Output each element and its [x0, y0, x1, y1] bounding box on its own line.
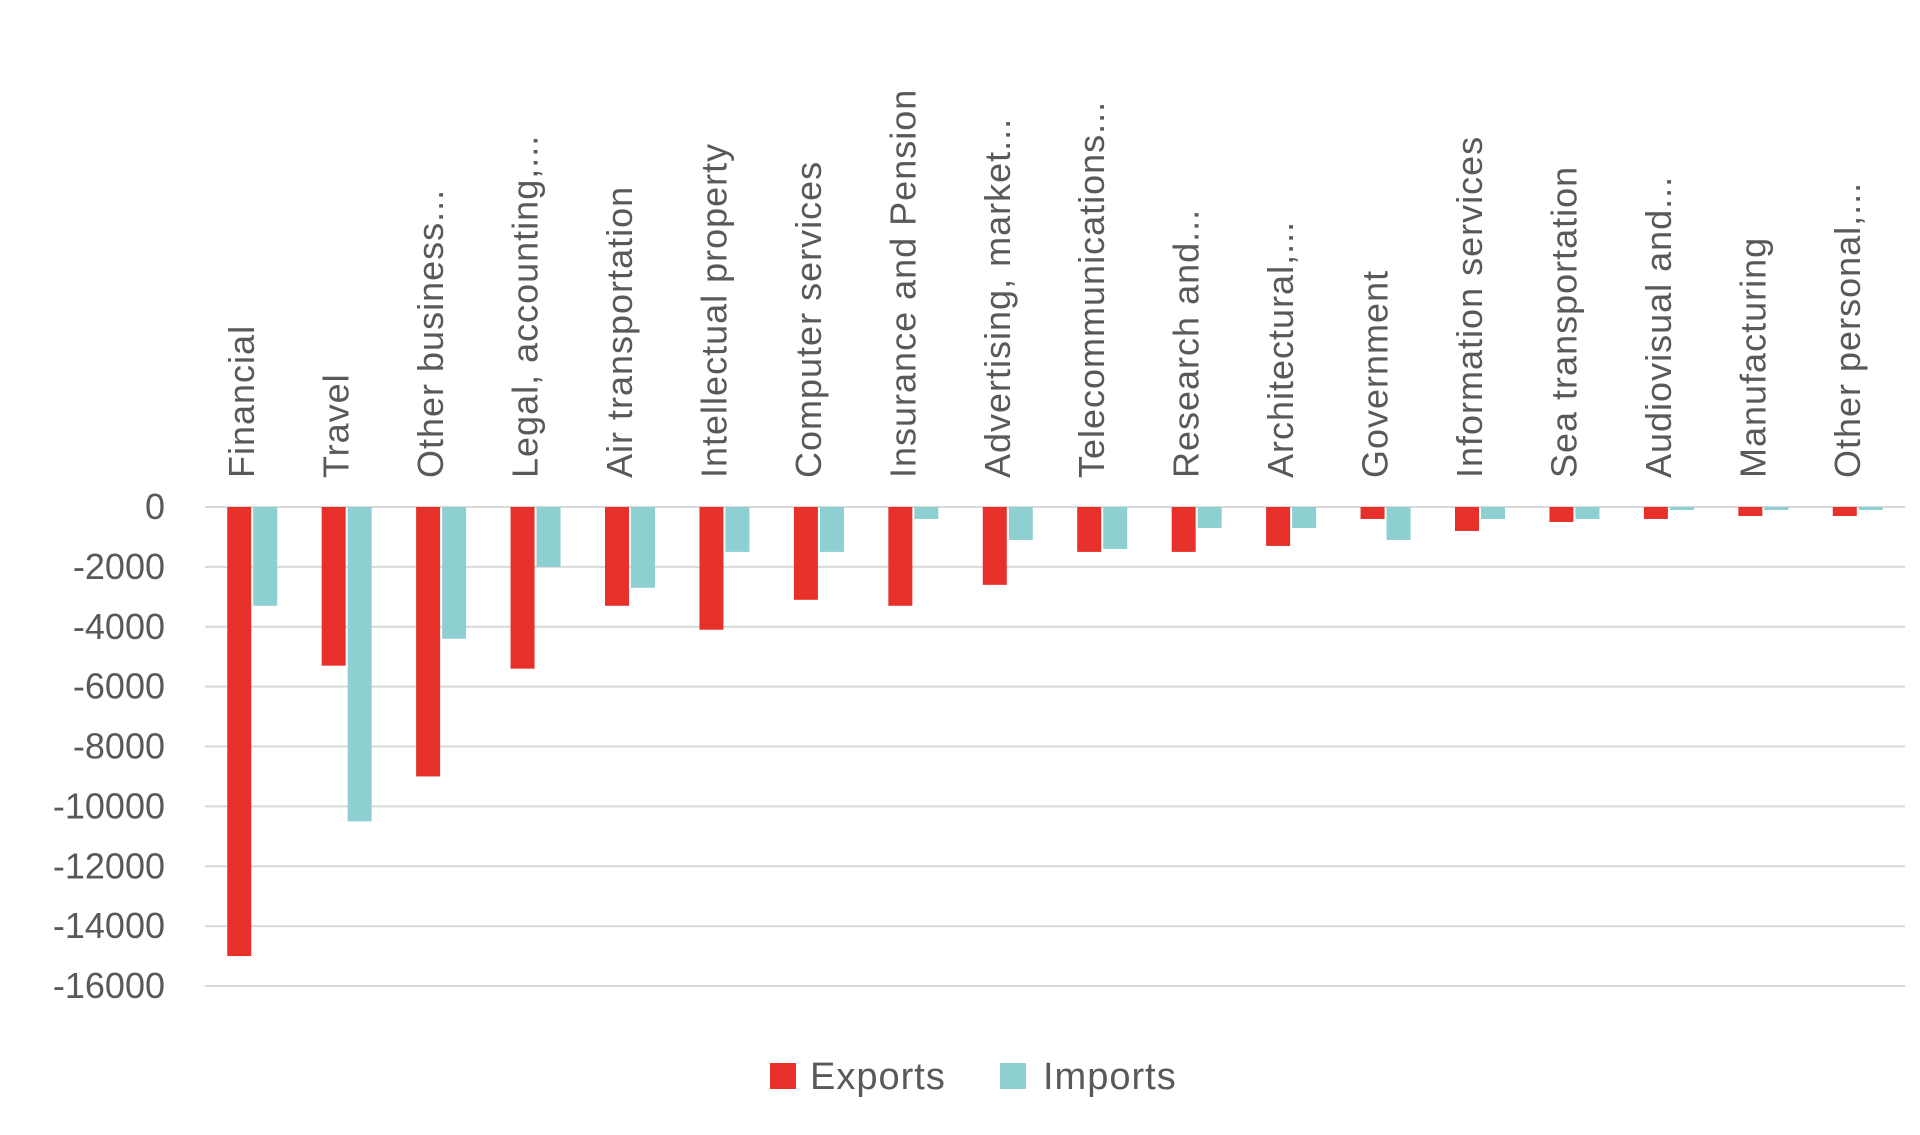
legend-swatch-imports	[1000, 1063, 1026, 1089]
x-category-label: Advertising, market...	[977, 118, 1018, 478]
bar-imports-11	[1292, 507, 1317, 528]
bar-imports-5	[725, 507, 750, 552]
bar-exports-7	[888, 507, 913, 606]
y-tick-label: -16000	[53, 965, 165, 1006]
bar-exports-13	[1455, 507, 1479, 531]
bar-imports-13	[1481, 507, 1505, 519]
legend: Exports Imports	[770, 1056, 1177, 1098]
x-category-label: Manufacturing	[1732, 237, 1773, 478]
bar-imports-12	[1386, 507, 1411, 540]
y-tick-label: -8000	[73, 726, 165, 767]
x-axis-category-labels: Financial Travel Other business... Legal, a…	[221, 89, 1868, 478]
x-category-label: Air transportation	[599, 186, 640, 478]
x-category-label: Legal, accounting,...	[505, 135, 546, 478]
bar-exports-10	[1171, 507, 1196, 552]
bar-imports-8	[1008, 507, 1033, 540]
y-axis-tick-labels: 0 -2000 -4000 -6000 -8000 -10000 -12000 -14000 -…	[53, 486, 165, 1006]
bar-imports-7	[914, 507, 939, 519]
y-tick-label: -14000	[53, 905, 165, 946]
bar-exports-9	[1077, 507, 1102, 552]
x-category-label: Architectural,...	[1260, 221, 1301, 478]
x-category-label: Sea transportation	[1543, 166, 1584, 478]
bar-exports-3	[510, 507, 535, 669]
bar-imports-6	[819, 507, 844, 552]
x-category-label: Information services	[1449, 136, 1490, 478]
y-tick-label: -4000	[73, 606, 165, 647]
gridlines	[205, 506, 1905, 987]
bar-imports-15	[1669, 507, 1694, 510]
bar-imports-0	[253, 507, 278, 606]
x-category-label: Audiovisual and...	[1638, 176, 1679, 478]
bar-exports-5	[699, 507, 724, 630]
bar-exports-2	[416, 507, 441, 777]
bar-imports-14	[1575, 507, 1600, 519]
bar-exports-1	[321, 507, 346, 666]
x-category-label: Insurance and Pension	[882, 89, 923, 478]
y-tick-label: -6000	[73, 666, 165, 707]
x-category-label: Research and...	[1166, 209, 1207, 478]
x-category-label: Telecommunications...	[1071, 101, 1112, 478]
bar-imports-17	[1858, 507, 1883, 510]
bar-imports-16	[1764, 507, 1789, 510]
legend-label-imports: Imports	[1043, 1056, 1177, 1098]
x-category-label: Travel	[316, 373, 357, 478]
x-category-label: Other business...	[410, 189, 451, 478]
bar-exports-8	[982, 507, 1007, 585]
y-tick-label: 0	[145, 486, 165, 527]
y-tick-label: -10000	[53, 785, 165, 826]
bar-exports-12	[1360, 507, 1385, 519]
x-category-label: Intellectual property	[693, 143, 734, 478]
bar-imports-10	[1197, 507, 1222, 528]
x-category-label: Computer services	[788, 161, 829, 478]
bar-exports-6	[793, 507, 818, 600]
x-category-label: Financial	[221, 325, 262, 478]
bar-exports-17	[1832, 507, 1857, 516]
x-category-label: Other personal,...	[1827, 182, 1868, 478]
y-tick-label: -2000	[73, 546, 165, 587]
bar-imports-1	[347, 507, 372, 822]
bar-exports-4	[605, 507, 629, 606]
bar-exports-0	[227, 507, 252, 957]
bar-exports-15	[1643, 507, 1668, 519]
y-tick-label: -12000	[53, 845, 165, 886]
bar-exports-11	[1266, 507, 1291, 546]
bar-exports-14	[1549, 507, 1574, 522]
bar-imports-4	[631, 507, 655, 588]
bar-exports-16	[1738, 507, 1763, 516]
bar-imports-2	[442, 507, 467, 639]
bar-imports-9	[1103, 507, 1128, 549]
x-category-label: Government	[1355, 270, 1396, 478]
legend-label-exports: Exports	[810, 1056, 946, 1098]
bars	[227, 507, 1883, 957]
bar-imports-3	[536, 507, 561, 567]
legend-swatch-exports	[770, 1063, 796, 1089]
